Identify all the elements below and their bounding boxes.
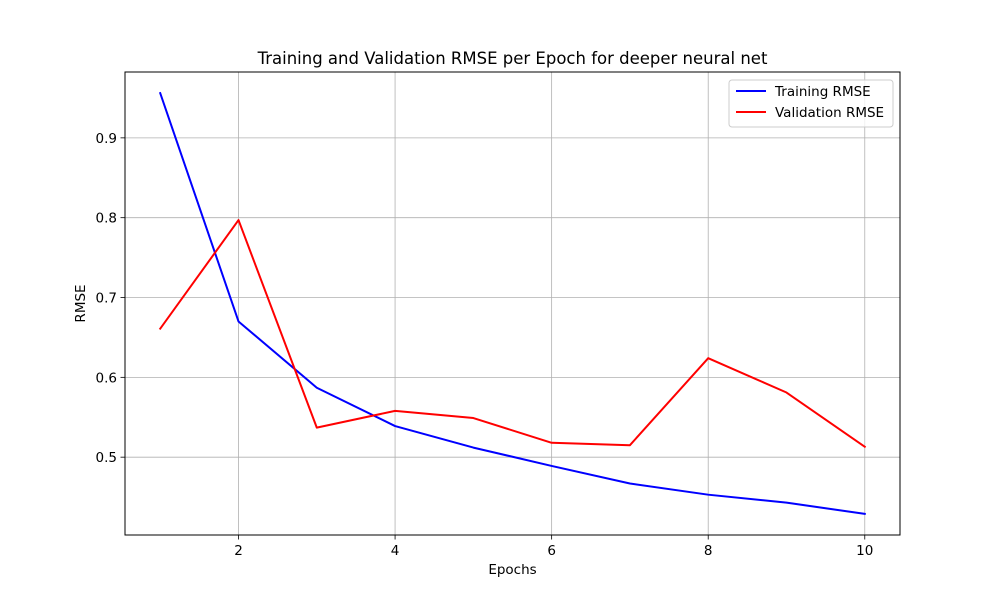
legend: Training RMSE Validation RMSE [728,79,894,128]
x-tick-label: 6 [547,543,556,559]
x-tick-label: 2 [234,543,243,559]
x-tick-label: 4 [391,543,400,559]
chart-title: Training and Validation RMSE per Epoch f… [257,49,768,68]
grid-layer [125,72,900,535]
legend-label-training-rmse: Training RMSE [774,84,871,100]
series-line-training-rmse [158,91,866,515]
y-tick-label: 0.9 [96,131,117,147]
y-tick-label: 0.7 [96,291,117,307]
series-line-validation-rmse [158,219,867,449]
y-axis-label: RMSE [73,284,89,322]
x-tick-label: 10 [856,543,873,559]
legend-label-validation-rmse: Validation RMSE [775,105,884,121]
legend-box [728,79,894,128]
series-layer [158,91,867,515]
x-axis-label: Epochs [488,562,536,578]
y-tick-label: 0.5 [96,450,117,466]
tick-layer: 2 4 6 8 10 0.5 0.6 0.7 0.8 0.9 [96,131,874,559]
x-tick-label: 8 [704,543,713,559]
plot-frame [124,71,901,536]
y-tick-label: 0.8 [96,211,117,227]
y-tick-label: 0.6 [96,370,117,386]
